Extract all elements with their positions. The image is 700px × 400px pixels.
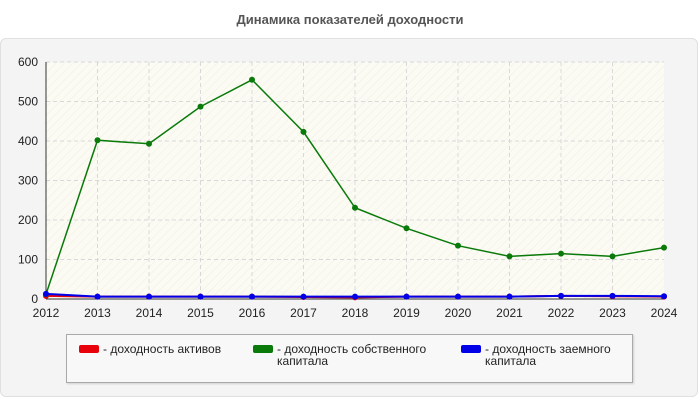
data-point-equity [403,225,410,232]
legend-swatch-debt [461,345,481,353]
y-tick-label: 500 [18,95,38,109]
y-tick-label: 600 [18,55,38,69]
data-point-equity [197,103,204,110]
y-tick-labels: 0 100 200 300 400 500 600 [18,55,38,306]
data-point-equity [609,253,616,260]
data-point-debt [146,293,152,300]
legend-label-equity: - доходность собственного капитала [277,342,427,368]
legend-label-debt: - доходность заемного капитала [485,342,611,368]
data-point-equity [300,128,307,135]
data-point-debt [43,290,49,297]
y-tick-label: 300 [18,174,38,188]
x-tick-label: 2018 [342,306,369,320]
data-point-equity [661,244,667,251]
data-point-debt [609,292,616,299]
data-point-debt [352,293,358,300]
x-tick-label: 2016 [239,306,266,320]
data-point-debt [300,293,307,300]
x-tick-label: 2013 [84,306,111,320]
y-tick-label: 400 [18,134,38,148]
data-point-equity [146,140,152,147]
legend-swatch-assets [79,345,99,353]
x-tick-label: 2020 [445,306,472,320]
x-tick-label: 2024 [651,306,678,320]
data-point-equity [352,204,358,211]
chart-title: Динамика показателей доходности [236,12,464,27]
x-tick-label: 2021 [496,306,523,320]
data-point-equity [506,253,513,260]
data-point-debt [249,293,255,300]
x-tick-label: 2015 [187,306,214,320]
x-tick-labels: 2012 2013 2014 2015 2016 2017 2018 2019 2020 2021… [33,306,678,320]
y-tick-label: 0 [31,292,38,306]
y-tick-label: 100 [18,253,38,267]
y-tick-label: 200 [18,213,38,227]
grid-lines [46,61,664,299]
data-point-debt [197,293,204,300]
x-tick-label: 2023 [599,306,626,320]
x-tick-label: 2014 [136,306,163,320]
data-point-debt [455,293,461,300]
legend: - доходность активов - доходность собств… [66,334,633,383]
data-point-debt [506,293,513,300]
data-point-equity [249,76,255,83]
x-tick-label: 2022 [548,306,575,320]
data-point-debt [94,293,101,300]
data-point-equity [558,250,564,257]
x-tick-label: 2019 [393,306,420,320]
data-point-equity [455,242,461,249]
data-point-debt [558,292,564,299]
data-point-equity [94,137,101,144]
x-tick-label: 2012 [33,306,60,320]
data-point-debt [661,293,667,300]
x-tick-label: 2017 [290,306,317,320]
legend-label-assets: - доходность активов [103,342,222,356]
series-lines [43,76,667,301]
legend-swatch-equity [253,345,273,353]
data-point-debt [403,293,410,300]
